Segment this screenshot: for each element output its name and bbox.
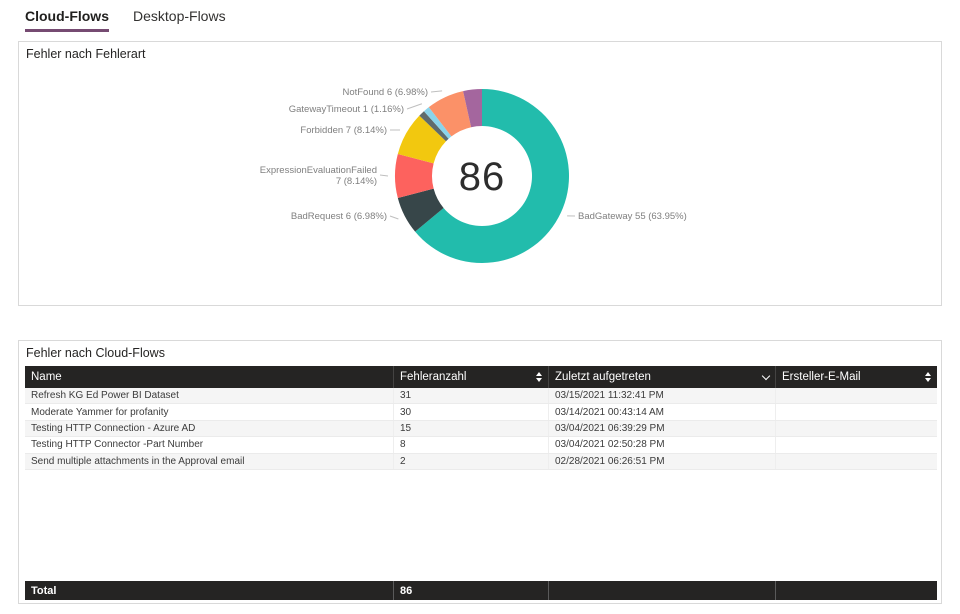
- donut-slice-NotFound[interactable]: [428, 91, 472, 137]
- cell-name: Testing HTTP Connection - Azure AD: [31, 422, 196, 434]
- total-email: [775, 581, 937, 600]
- tab-desktop-flows[interactable]: Desktop-Flows: [133, 8, 226, 24]
- column-header-zuletzt-aufgetreten[interactable]: Zuletzt aufgetreten: [548, 366, 775, 388]
- cell-email: [775, 388, 937, 404]
- donut-label-NotFound: NotFound 6 (6.98%): [342, 87, 428, 98]
- cell-email: [775, 453, 937, 469]
- table-row[interactable]: Refresh KG Ed Power BI Dataset 31 03/15/20…: [25, 388, 937, 405]
- donut-slice-unlabeled[interactable]: [419, 111, 449, 142]
- label-leader-line: [406, 103, 423, 110]
- donut-label-BadGateway: BadGateway 55 (63.95%): [578, 211, 687, 222]
- donut-slice-Forbidden[interactable]: [397, 115, 447, 164]
- total-last: [548, 581, 775, 600]
- table-card: Fehler nach Cloud-Flows Name Fehleranzahl…: [18, 340, 942, 604]
- donut-slice-BadGateway[interactable]: [415, 89, 569, 263]
- total-label: Total: [31, 584, 57, 597]
- donut-label-BadRequest: BadRequest 6 (6.98%): [291, 211, 387, 222]
- cell-name: Testing HTTP Connector -Part Number: [31, 439, 204, 451]
- donut-card-title: Fehler nach Fehlerart: [26, 47, 146, 61]
- cell-last: 03/15/2021 11:32:41 PM: [548, 388, 775, 404]
- total-count: 86: [393, 581, 548, 600]
- table-body: Refresh KG Ed Power BI Dataset 31 03/15/20…: [25, 388, 937, 470]
- donut-slice-unlabeled[interactable]: [463, 89, 482, 128]
- cell-count: 2: [393, 453, 548, 469]
- label-leader-line: [389, 215, 399, 220]
- donut-slice-GatewayTimeout[interactable]: [423, 107, 452, 139]
- cell-name: Refresh KG Ed Power BI Dataset: [31, 390, 179, 402]
- cell-email: [775, 420, 937, 437]
- donut-slice-ExpressionEvaluationFailed[interactable]: [395, 153, 434, 199]
- donut-card: Fehler nach Fehlerart BadGateway 55 (63.…: [18, 41, 942, 306]
- column-header-label: Fehleranzahl: [400, 371, 467, 383]
- donut-slice-BadRequest[interactable]: [397, 188, 444, 232]
- table-row[interactable]: Testing HTTP Connection - Azure AD 15 03/0…: [25, 420, 937, 438]
- errors-table: Name Fehleranzahl Zuletzt aufgetreten Erste…: [25, 366, 937, 470]
- donut-label-Forbidden: Forbidden 7 (8.14%): [300, 125, 387, 136]
- donut-chart: BadGateway 55 (63.95%) BadRequest 6 (6.98…: [260, 87, 687, 263]
- chevron-down-icon[interactable]: [761, 371, 771, 380]
- table-row[interactable]: Send multiple attachments in the Approva…: [25, 453, 937, 470]
- cell-count: 31: [393, 388, 548, 404]
- table-row[interactable]: Testing HTTP Connector -Part Number 8 03/0…: [25, 437, 937, 454]
- cell-email: [775, 404, 937, 420]
- column-header-label: Zuletzt aufgetreten: [555, 371, 651, 383]
- cell-count: 8: [393, 437, 548, 453]
- tab-cloud-flows[interactable]: Cloud-Flows: [25, 8, 109, 32]
- label-leader-line: [379, 174, 389, 177]
- donut-label-GatewayTimeout: GatewayTimeout 1 (1.16%): [289, 104, 404, 115]
- table-total-row: Total 86: [25, 581, 937, 600]
- table-card-title: Fehler nach Cloud-Flows: [26, 346, 165, 360]
- cell-last: 03/04/2021 02:50:28 PM: [548, 437, 775, 453]
- table-header-row: Name Fehleranzahl Zuletzt aufgetreten Erste…: [25, 366, 937, 388]
- donut-center-total: 86: [459, 155, 506, 199]
- sort-updown-icon[interactable]: [536, 372, 542, 382]
- column-header-name[interactable]: Name: [25, 366, 393, 388]
- cell-name: Moderate Yammer for profanity: [31, 406, 169, 418]
- cell-last: 02/28/2021 06:26:51 PM: [548, 453, 775, 469]
- sort-updown-icon[interactable]: [925, 372, 931, 382]
- column-header-label: Ersteller-E-Mail: [782, 371, 861, 383]
- column-header-ersteller-e-mail[interactable]: Ersteller-E-Mail: [775, 366, 937, 388]
- column-header-fehleranzahl[interactable]: Fehleranzahl: [393, 366, 548, 388]
- column-header-label: Name: [31, 371, 62, 383]
- cell-last: 03/14/2021 00:43:14 AM: [548, 404, 775, 420]
- label-leader-line: [430, 90, 443, 93]
- cell-count: 30: [393, 404, 548, 420]
- cell-name: Send multiple attachments in the Approva…: [31, 455, 245, 467]
- donut-label-ExpressionEvaluationFailed: ExpressionEvaluationFailed 7 (8.14%): [260, 165, 377, 187]
- cell-email: [775, 437, 937, 453]
- table-row[interactable]: Moderate Yammer for profanity 30 03/14/202…: [25, 404, 937, 421]
- tab-bar: Cloud-Flows Desktop-Flows: [25, 8, 226, 32]
- cell-count: 15: [393, 420, 548, 437]
- cell-last: 03/04/2021 06:39:29 PM: [548, 420, 775, 437]
